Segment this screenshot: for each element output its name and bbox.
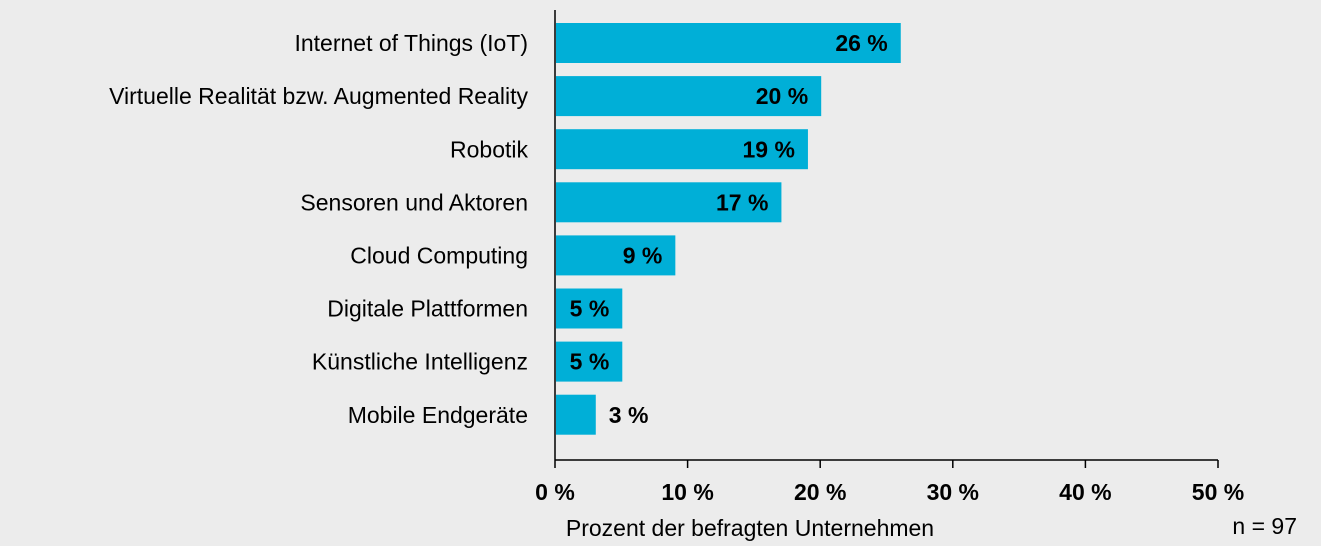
y-tick-label: Digitale Plattformen xyxy=(327,296,528,322)
value-label: 19 % xyxy=(743,136,795,162)
y-tick-label: Künstliche Intelligenz xyxy=(312,349,528,375)
y-tick-label: Robotik xyxy=(450,136,528,162)
bar xyxy=(556,341,623,382)
y-tick-label: Cloud Computing xyxy=(350,242,528,268)
bar xyxy=(556,182,782,223)
value-label: 9 % xyxy=(623,242,663,268)
x-tick-label: 30 % xyxy=(927,479,979,505)
value-label: 17 % xyxy=(716,189,768,215)
value-label: 5 % xyxy=(570,349,610,375)
bar xyxy=(556,394,596,435)
value-label: 26 % xyxy=(835,30,887,56)
x-tick-label: 10 % xyxy=(661,479,713,505)
bar xyxy=(556,76,822,117)
note: n = 97 xyxy=(1232,513,1297,539)
x-tick-label: 20 % xyxy=(794,479,846,505)
bar xyxy=(556,288,623,329)
x-axis-label: Prozent der befragten Unternehmen xyxy=(566,515,934,541)
x-tick-label: 0 % xyxy=(535,479,575,505)
bar xyxy=(556,129,808,170)
value-label: 3 % xyxy=(609,402,649,428)
y-tick-label: Sensoren und Aktoren xyxy=(300,189,528,215)
x-tick-label: 50 % xyxy=(1192,479,1244,505)
y-tick-label: Virtuelle Realität bzw. Augmented Realit… xyxy=(109,83,528,109)
x-tick-label: 40 % xyxy=(1059,479,1111,505)
y-tick-label: Internet of Things (IoT) xyxy=(294,30,528,56)
bar xyxy=(556,235,676,276)
bar xyxy=(556,23,901,63)
y-tick-label: Mobile Endgeräte xyxy=(348,402,528,428)
value-label: 20 % xyxy=(756,83,808,109)
value-label: 5 % xyxy=(570,296,610,322)
